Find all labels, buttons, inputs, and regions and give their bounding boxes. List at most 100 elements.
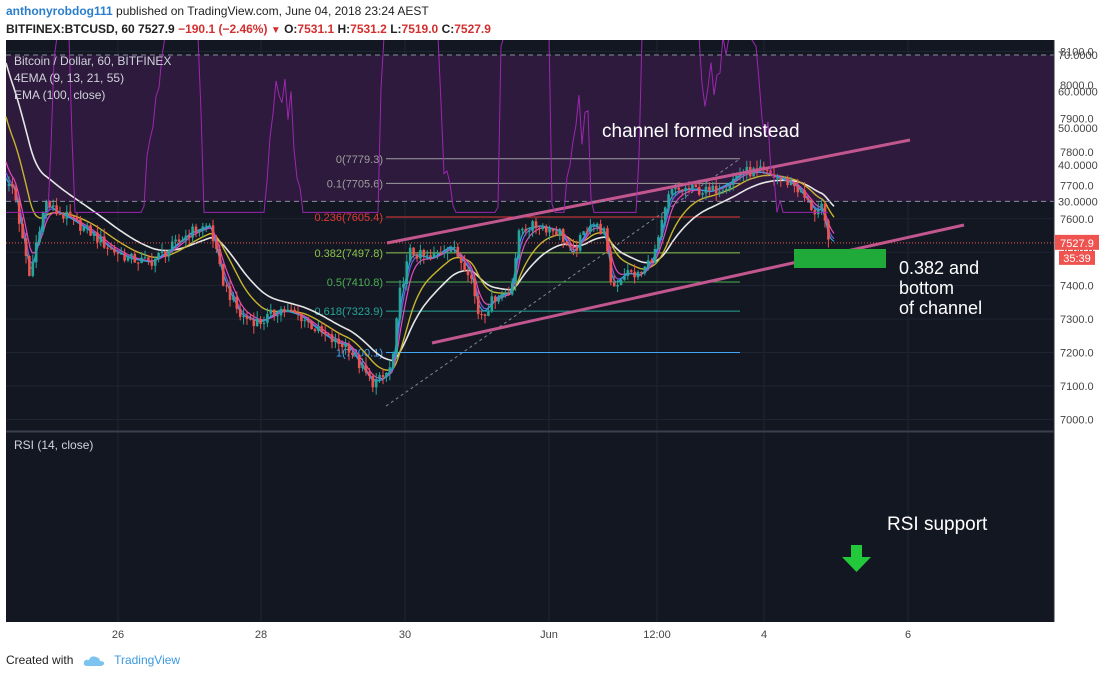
candle-body: [306, 320, 310, 322]
fib-level-label: 0(7779.3): [336, 154, 383, 166]
candle-body: [150, 260, 154, 266]
candle-body: [602, 228, 606, 235]
candle-body: [228, 286, 232, 301]
candle-body: [799, 190, 803, 193]
price-tick-label: 7600.0: [1060, 214, 1094, 226]
candle-body: [497, 298, 500, 302]
candle-body: [204, 225, 208, 227]
candle-body: [385, 372, 388, 378]
fib-level-label: 0.382(7497.8): [315, 248, 384, 260]
candle-body: [589, 226, 592, 232]
candle-body: [718, 191, 721, 194]
candle-body: [364, 364, 368, 373]
time-tick-label: 12:00: [643, 629, 671, 641]
candle-body: [704, 186, 708, 194]
candle-body: [109, 248, 113, 250]
last-price-label: 7527.9: [1060, 238, 1094, 250]
candle-body: [436, 252, 439, 254]
candle-body: [714, 185, 718, 194]
candle-body: [21, 223, 24, 239]
candle-body: [558, 228, 562, 235]
candle-body: [317, 326, 320, 331]
fib-retracement: 0(7779.3) 0.1(7705.6) 0.236(7605.4) 0.382(7…: [315, 154, 741, 407]
candle-body: [327, 334, 330, 336]
last-value: 7527.9: [138, 22, 175, 36]
candle-body: [660, 219, 664, 238]
candle-body: [793, 182, 796, 187]
candle-body: [65, 211, 69, 219]
annotation-text: channel formed instead: [602, 121, 800, 142]
candle-body: [595, 223, 599, 226]
candle-body: [555, 231, 558, 235]
channel-lower-line: [431, 223, 965, 345]
candle-body: [677, 187, 681, 190]
candle-body: [674, 187, 677, 190]
candle-body: [599, 223, 602, 235]
candle-body: [266, 313, 269, 323]
time-tick-label: Jun: [540, 629, 558, 641]
candle-body: [561, 228, 565, 242]
candle-body: [585, 231, 589, 233]
chart-area[interactable]: 0(7779.3) 0.1(7705.6) 0.236(7605.4) 0.382(7…: [0, 40, 1109, 645]
candle-body: [514, 258, 517, 283]
rsi-tick-label: 50.0000: [1058, 123, 1098, 135]
candle-body: [670, 189, 674, 195]
candle-body: [531, 221, 534, 231]
fib-level-label: 1(7200.1): [336, 348, 383, 360]
candle-body: [568, 244, 572, 248]
candle-body: [606, 228, 609, 252]
candle-body: [58, 214, 62, 216]
candle-body: [803, 190, 806, 198]
candle-body: [75, 217, 79, 220]
candle-body: [34, 242, 38, 263]
candle-body: [806, 197, 810, 200]
candle-body: [28, 256, 31, 276]
candle-body: [626, 270, 630, 276]
time-tick-label: 26: [112, 629, 124, 641]
candle-body: [106, 247, 109, 249]
candle-body: [255, 318, 259, 327]
candle-body: [24, 238, 28, 257]
tradingview-brand-link[interactable]: TradingView: [114, 653, 181, 667]
candle-body: [694, 184, 698, 188]
candle-body: [334, 338, 337, 343]
candle-body: [684, 187, 687, 192]
candle-body: [160, 251, 164, 253]
rsi-band: [6, 55, 1054, 202]
candle-body: [476, 296, 480, 315]
candle-body: [218, 248, 222, 264]
candle-body: [449, 248, 453, 252]
candle-body: [395, 318, 398, 354]
annotations: channel formed instead 0.382 andbottomof …: [602, 121, 988, 535]
author-username[interactable]: anthonyrobdog111: [6, 4, 113, 18]
price-tick-label: 7000.0: [1060, 414, 1094, 426]
candle-body: [623, 275, 626, 280]
candle-body: [187, 235, 191, 238]
candle-body: [680, 189, 684, 192]
candle-body: [378, 375, 381, 380]
candle-body: [728, 184, 732, 189]
candle-body: [796, 186, 800, 193]
candle-body: [269, 309, 273, 314]
candle-body: [402, 284, 405, 288]
ema-55-line: [5, 116, 835, 371]
candle-body: [711, 185, 715, 191]
candle-body: [320, 326, 324, 333]
candle-body: [119, 253, 123, 255]
candle-body: [211, 225, 215, 242]
candle-body: [697, 187, 701, 195]
candle-body: [765, 169, 769, 171]
candle-body: [463, 262, 466, 271]
candle-body: [667, 194, 670, 208]
candle-body: [235, 296, 239, 309]
candle-body: [616, 284, 619, 287]
tradingview-cloud-icon: [83, 656, 104, 666]
publish-line: anthonyrobdog111 published on TradingVie…: [6, 4, 429, 18]
candle-body: [344, 344, 347, 348]
candle-body: [164, 251, 167, 257]
candle-body: [7, 183, 11, 187]
high-value: 7531.2: [350, 22, 387, 36]
candle-body: [432, 253, 436, 258]
candle-body: [374, 379, 378, 388]
annotation-text: bottom: [899, 278, 954, 298]
